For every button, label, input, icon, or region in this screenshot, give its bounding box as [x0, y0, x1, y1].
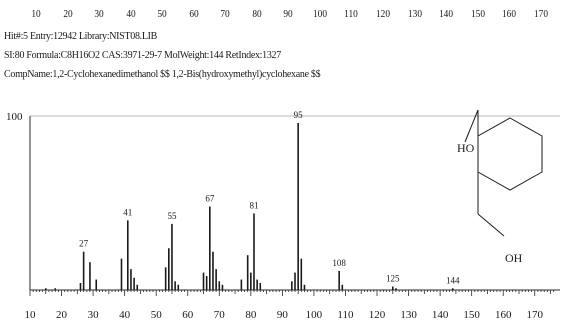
peak-label-95: 95: [294, 110, 304, 120]
formula-info: SI:80 Formula:C8H16O2 CAS:3971-29-7 MolW…: [4, 50, 281, 61]
x-tick-label: 170: [527, 309, 544, 321]
cyclohexane-ring: [477, 117, 543, 191]
top-axis-label: 170: [533, 8, 548, 20]
top-axis-label: 160: [502, 8, 517, 20]
top-axis-labels: 10 20 30 40 50 60 70 80 90 100 110 120 130 140 150 160 1…: [0, 0, 575, 24]
top-ch2-oh-bond: [464, 109, 479, 143]
x-tick-label: 80: [245, 309, 257, 321]
x-tick-label: 40: [119, 309, 131, 321]
top-axis-label: 130: [407, 8, 422, 20]
top-axis-label: 100: [312, 8, 327, 20]
top-axis-label: 20: [62, 8, 73, 20]
peak-label-108: 108: [332, 258, 346, 268]
peak-label-144: 144: [446, 275, 460, 285]
compound-name: CompName:1,2-Cyclohexanedimethanol $$ 1,…: [4, 69, 321, 80]
x-tick-label: 70: [214, 309, 226, 321]
peak-label-81: 81: [249, 200, 258, 210]
top-axis-label: 120: [376, 8, 391, 20]
x-tick-label: 110: [337, 309, 354, 321]
spectrum-peaks: [44, 122, 454, 290]
top-axis-label: 110: [344, 8, 359, 20]
x-tick-label: 20: [56, 309, 68, 321]
top-axis-label: 140: [439, 8, 454, 20]
x-tick-label: 160: [495, 309, 512, 321]
x-tick-labels: 10 20 30 40 50 60 70 80 90 100 110 120 130 140 150 160 1…: [25, 309, 544, 321]
peak-label-67: 67: [205, 193, 215, 203]
x-tick-label: 120: [369, 309, 386, 321]
y-tick-label-100: 100: [6, 111, 23, 123]
x-tick-label: 100: [306, 309, 323, 321]
bottom-ch2-oh-bond: [477, 213, 505, 237]
structure-label-ho: HO: [457, 141, 475, 155]
top-axis-label: 10: [31, 8, 41, 20]
x-tick-label: 30: [88, 309, 100, 321]
peak-label-125: 125: [386, 274, 400, 284]
top-axis-label: 90: [283, 8, 294, 20]
hit-info: Hit#:5 Entry:12942 Library:NIST08.LIB: [4, 31, 158, 42]
peak-label-27: 27: [79, 239, 89, 249]
top-axis-label: 70: [220, 8, 230, 20]
top-axis-label: 50: [157, 8, 167, 20]
x-tick-label: 130: [400, 309, 417, 321]
peak-label-41: 41: [123, 207, 132, 217]
top-axis-label: 30: [94, 8, 104, 20]
x-tick-label: 50: [151, 309, 163, 321]
top-axis-label: 150: [470, 8, 485, 20]
structure-label-oh: OH: [505, 251, 523, 265]
x-tick-label: 140: [432, 309, 449, 321]
x-tick-label: 90: [277, 309, 289, 321]
x-tick-label: 10: [25, 309, 37, 321]
structure-diagram: [464, 109, 543, 237]
x-tick-label: 60: [182, 309, 194, 321]
top-axis-label: 80: [252, 8, 262, 20]
peak-label-55: 55: [167, 211, 177, 221]
top-axis-label: 60: [189, 8, 199, 20]
x-minor-ticks: [29, 290, 555, 296]
peak-labels: 27 41 55 67 81 95 108 125 144: [79, 110, 460, 285]
top-axis-label: 40: [125, 8, 136, 20]
x-tick-label: 150: [463, 309, 480, 321]
